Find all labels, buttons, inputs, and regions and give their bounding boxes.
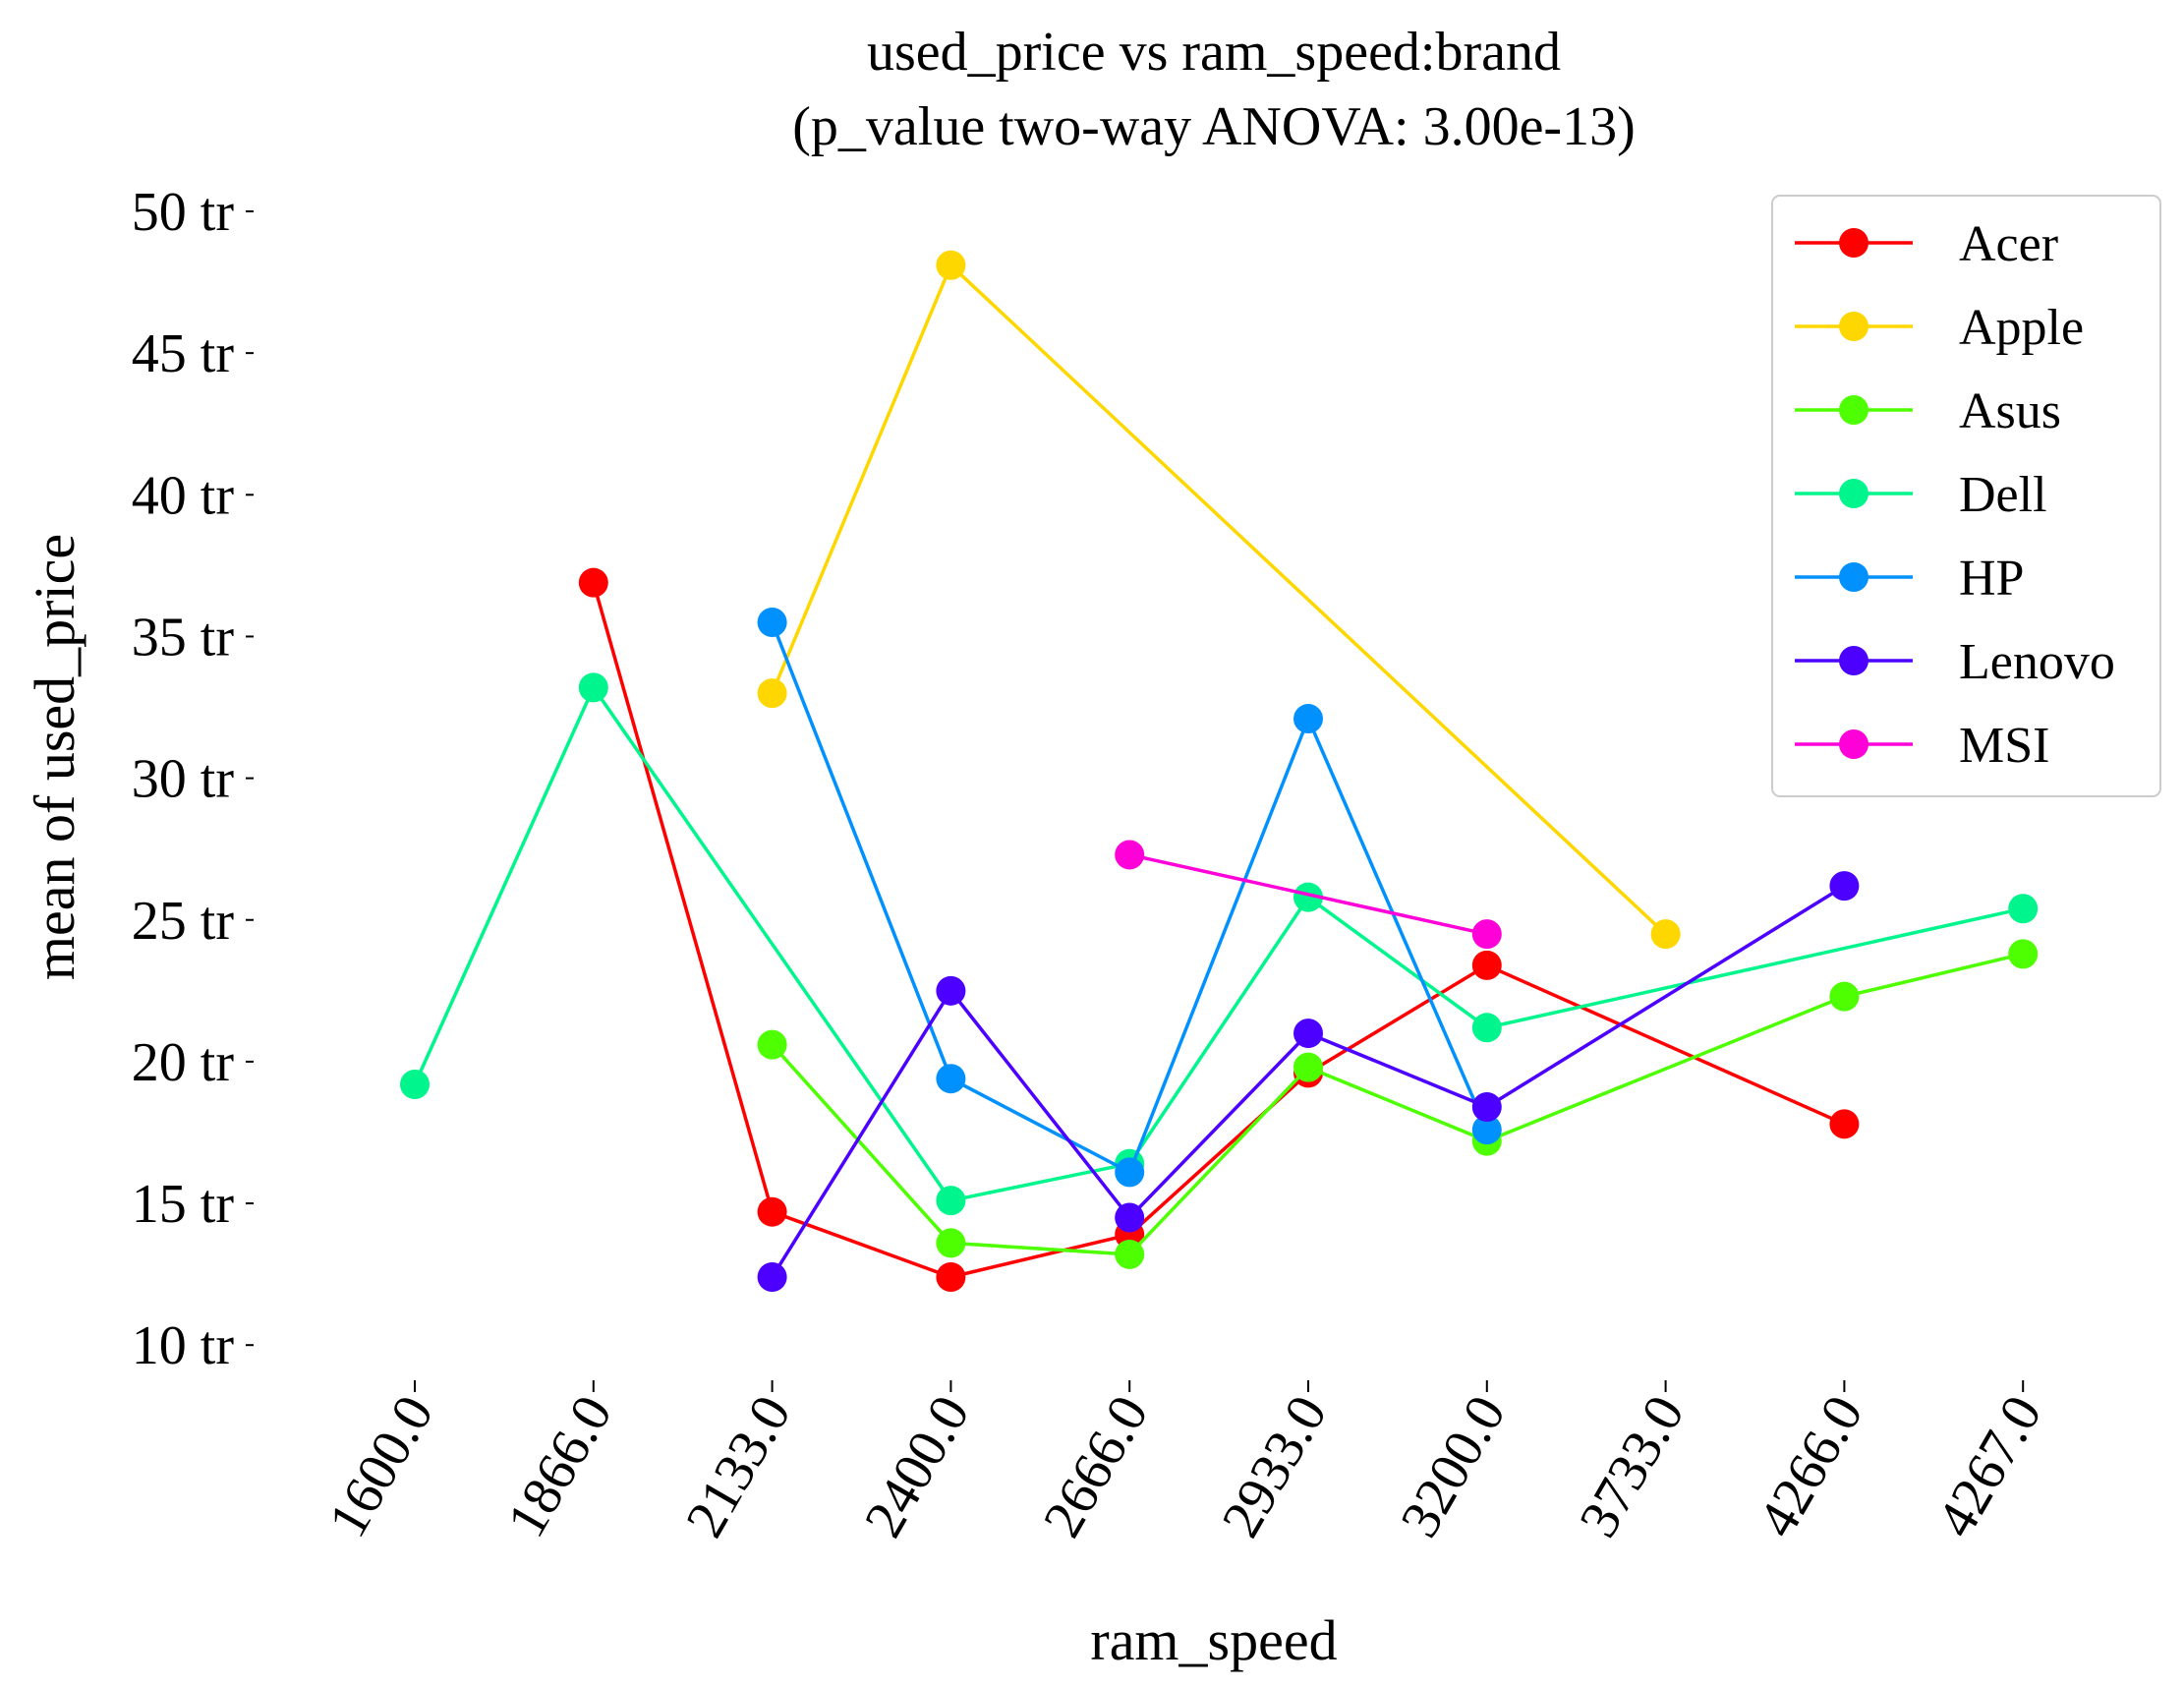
data-point-dell-1 [578, 672, 608, 703]
data-point-acer-8 [1829, 1109, 1860, 1139]
data-point-dell-5 [1293, 882, 1323, 912]
data-point-apple-7 [1650, 919, 1681, 950]
x-tick-label-8: 4266.0 [1747, 1386, 1875, 1547]
data-point-lenovo-5 [1293, 1019, 1323, 1049]
data-point-lenovo-8 [1829, 871, 1860, 902]
legend-marker-asus [1839, 395, 1868, 425]
x-tick-label-4: 2666.0 [1032, 1386, 1161, 1547]
legend-marker-lenovo [1839, 646, 1868, 675]
y-tick-label-0: 10 tr [132, 1315, 235, 1376]
legend-label-asus: Asus [1959, 383, 2061, 439]
data-point-dell-6 [1471, 1013, 1502, 1043]
x-tick-label-7: 3733.0 [1568, 1386, 1696, 1547]
x-tick-label-0: 1600.0 [317, 1386, 446, 1547]
data-point-asus-8 [1829, 981, 1860, 1012]
x-tick-label-9: 4267.0 [1925, 1386, 2054, 1547]
x-tick-label-3: 2400.0 [853, 1386, 982, 1547]
chart-subtitle: (p_value two-way ANOVA: 3.00e-13) [792, 96, 1635, 157]
series-hp [757, 608, 1502, 1188]
series-apple [757, 250, 1681, 950]
data-point-asus-4 [1115, 1239, 1145, 1269]
data-point-lenovo-3 [936, 975, 966, 1006]
y-tick-label-7: 45 tr [132, 323, 235, 384]
data-point-hp-3 [936, 1064, 966, 1094]
x-tick-label-2: 2133.0 [674, 1386, 803, 1547]
legend-label-hp: HP [1959, 551, 2024, 607]
legend-label-dell: Dell [1959, 467, 2047, 523]
legend-label-acer: Acer [1959, 216, 2058, 272]
y-tick-label-5: 35 tr [132, 607, 235, 668]
data-point-hp-2 [757, 608, 787, 638]
data-point-hp-6 [1471, 1115, 1502, 1145]
data-point-dell-0 [400, 1069, 430, 1099]
legend-marker-dell [1839, 479, 1868, 508]
legend-marker-hp [1839, 562, 1868, 592]
series-lenovo [757, 871, 1860, 1293]
series-msi [1115, 840, 1502, 950]
y-axis: 10 tr 15 tr 20 tr 25 tr 30 tr 35 tr 40 tr 45 tr… [132, 182, 254, 1376]
data-point-apple-3 [936, 250, 966, 280]
data-point-dell-3 [936, 1186, 966, 1216]
legend-frame [1771, 195, 2161, 797]
series-line-apple [770, 263, 1667, 936]
data-point-acer-1 [578, 567, 608, 598]
data-point-hp-5 [1293, 704, 1323, 734]
series-line-msi [1128, 852, 1488, 936]
y-tick-label-3: 25 tr [132, 891, 235, 952]
legend-label-apple: Apple [1959, 300, 2084, 356]
chart-title: used_price vs ram_speed:brand [867, 22, 1561, 83]
data-point-msi-6 [1471, 919, 1502, 950]
x-tick-label-1: 1866.0 [495, 1386, 624, 1547]
y-tick-label-1: 15 tr [132, 1174, 235, 1235]
data-point-asus-3 [936, 1228, 966, 1258]
y-tick-label-8: 50 tr [132, 182, 235, 243]
legend-marker-apple [1839, 312, 1868, 341]
x-axis: 1600.0 1866.0 2133.0 2400.0 2666.0 2933.0 3200… [317, 1380, 2054, 1547]
data-point-acer-2 [757, 1196, 787, 1227]
y-tick-label-2: 20 tr [132, 1032, 235, 1093]
y-tick-label-4: 30 tr [132, 749, 235, 810]
data-point-dell-9 [2008, 894, 2039, 924]
data-point-msi-4 [1115, 840, 1145, 870]
data-point-apple-2 [757, 678, 787, 709]
legend-label-lenovo: Lenovo [1959, 634, 2115, 690]
data-point-hp-4 [1115, 1157, 1145, 1188]
legend-marker-acer [1839, 228, 1868, 258]
x-tick-label-6: 3200.0 [1389, 1386, 1518, 1547]
x-axis-label: ram_speed [1090, 1608, 1337, 1672]
series-layer [400, 250, 2039, 1293]
data-point-asus-9 [2008, 939, 2039, 969]
legend-label-msi: MSI [1959, 718, 2049, 774]
data-point-lenovo-6 [1471, 1092, 1502, 1123]
x-tick-label-5: 2933.0 [1211, 1386, 1340, 1547]
y-axis-label: mean of used_price [23, 534, 86, 980]
legend-marker-msi [1839, 729, 1868, 759]
data-point-lenovo-4 [1115, 1202, 1145, 1233]
series-line-lenovo [771, 884, 1846, 1278]
data-point-acer-3 [936, 1262, 966, 1293]
y-tick-label-6: 40 tr [132, 465, 235, 526]
data-point-lenovo-2 [757, 1262, 787, 1293]
data-point-acer-6 [1471, 950, 1502, 980]
series-asus [757, 939, 2039, 1269]
data-point-asus-2 [757, 1029, 787, 1060]
legend: Acer Apple Asus Dell HP Lenovo MSI [1771, 195, 2161, 797]
series-line-hp [770, 621, 1489, 1175]
data-point-asus-5 [1293, 1052, 1323, 1082]
